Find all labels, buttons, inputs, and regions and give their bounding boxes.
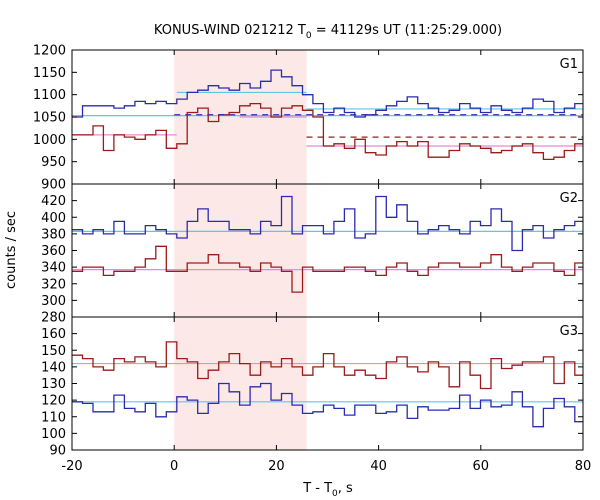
x-tick-label: 80 <box>575 459 592 474</box>
x-tick-labels: -20 0 20 40 60 80 <box>61 459 591 474</box>
series-red <box>72 341 583 390</box>
series-red <box>72 245 583 293</box>
panel-g1: 900 950 1000 1050 1100 1150 1200 G1 <box>33 44 584 193</box>
y-tick-label: 1150 <box>33 66 66 81</box>
series-blue <box>72 195 583 252</box>
y-tick-label: 100 <box>41 427 66 442</box>
panel-frame <box>71 316 584 451</box>
y-tick-label: 340 <box>41 261 66 276</box>
x-tick-label: 20 <box>268 459 285 474</box>
y-tick-label: 90 <box>49 444 66 459</box>
y-tick-label: 360 <box>41 244 66 259</box>
y-tick-label: 1100 <box>33 88 66 103</box>
x-tick-label: 0 <box>170 459 178 474</box>
x-axis-label: T - T0, s <box>302 481 353 499</box>
panel-label: G2 <box>560 191 578 206</box>
y-tick-label: 160 <box>41 327 66 342</box>
x-tick-label: -20 <box>61 459 82 474</box>
y-tick-label: 380 <box>41 227 66 242</box>
x-tick-label: 60 <box>473 459 490 474</box>
highlight-interval <box>174 184 307 317</box>
panel-label: G3 <box>560 324 578 339</box>
panels: 900 950 1000 1050 1100 1150 1200 G1 280 300 320340… <box>33 44 584 459</box>
y-axis-label: counts / sec <box>4 211 19 289</box>
y-tick-label: 1000 <box>33 133 66 148</box>
x-tick-label: 40 <box>370 459 387 474</box>
y-tick-label: 300 <box>41 294 66 309</box>
y-tick-label: 150 <box>41 344 66 359</box>
y-tick-label: 140 <box>41 360 66 375</box>
y-tick-label: 1200 <box>33 44 66 59</box>
y-tick-label: 320 <box>41 277 66 292</box>
y-tick-label: 950 <box>41 155 66 170</box>
y-tick-label: 280 <box>41 311 66 326</box>
series-blue <box>72 382 583 428</box>
y-tick-label: 110 <box>41 410 66 425</box>
highlight-interval <box>174 317 307 450</box>
panel-frame <box>71 183 584 318</box>
y-tick-label: 420 <box>41 194 66 209</box>
panel-label: G1 <box>560 57 578 72</box>
series-red <box>72 102 583 161</box>
panel-frame <box>71 49 584 185</box>
series-blue <box>72 69 583 118</box>
y-tick-label: 400 <box>41 211 66 226</box>
y-tick-label: 900 <box>41 178 66 193</box>
y-tick-label: 130 <box>41 377 66 392</box>
chart-title: KONUS-WIND 021212 T0 = 41129s UT (11:25:… <box>154 23 502 41</box>
y-tick-label: 1050 <box>33 111 66 126</box>
y-tick-label: 120 <box>41 394 66 409</box>
